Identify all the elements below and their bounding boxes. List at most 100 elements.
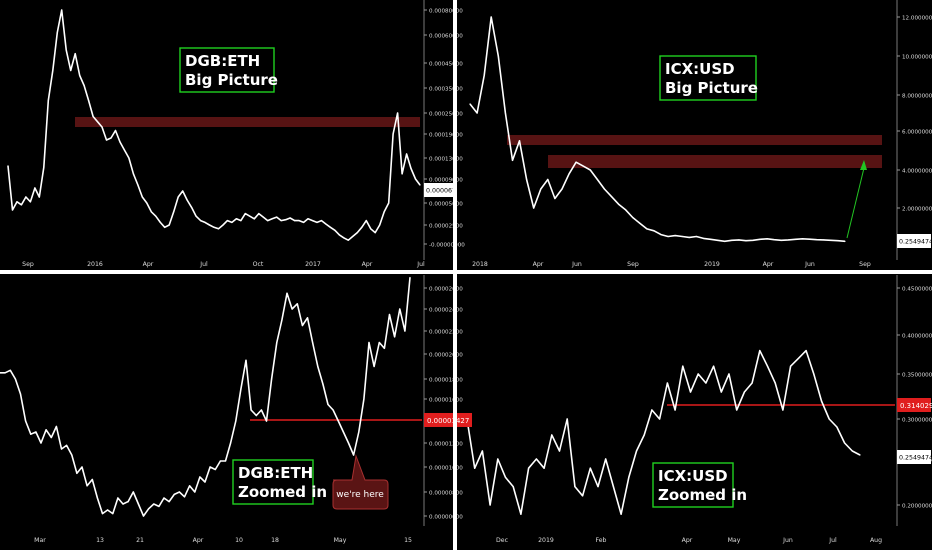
y-tick-label: 0.00001200 (429, 442, 463, 448)
data-point (66, 444, 68, 446)
data-point (289, 217, 291, 219)
data-point (271, 218, 273, 220)
x-tick-label: Sep (22, 261, 34, 268)
data-point (298, 220, 300, 222)
y-tick-label: 10.0000000 (902, 55, 932, 61)
data-point (483, 74, 485, 77)
x-tick-label: 2019 (538, 537, 554, 544)
annotation-callout (332, 454, 389, 510)
x-tick-label: Oct (253, 261, 264, 268)
current-price-tag (897, 234, 931, 248)
data-point (518, 140, 521, 142)
title-box (179, 47, 275, 93)
data-point (164, 226, 166, 228)
current-price-label: 0.2549474 (899, 455, 932, 462)
data-point (240, 220, 242, 222)
data-point (122, 503, 124, 505)
data-point (410, 167, 412, 170)
data-point (137, 503, 139, 505)
data-point (618, 203, 620, 205)
data-point (231, 221, 233, 223)
data-point (625, 209, 627, 211)
data-point (40, 442, 42, 444)
data-point (214, 468, 216, 471)
data-point (347, 239, 349, 241)
data-point (4, 372, 6, 374)
y-tick-label: 0.00002400 (429, 308, 463, 314)
data-point (635, 450, 638, 452)
price-line (466, 349, 861, 515)
axes-layer: 0.00080000 0.00060000 0.00045000 0.00035000… (22, 0, 932, 544)
x-tick-label: 2016 (87, 261, 103, 268)
data-point (632, 216, 634, 219)
y-tick-label: 0.00001600 (429, 398, 463, 404)
data-point (317, 365, 319, 368)
x-tick-label: 2018 (472, 261, 488, 268)
data-point (209, 466, 211, 468)
data-point (780, 239, 782, 241)
data-point (303, 221, 305, 223)
data-point (226, 220, 228, 222)
data-point (117, 497, 119, 499)
data-point (204, 221, 206, 223)
data-point (547, 178, 549, 181)
data-point (311, 220, 314, 222)
data-point (828, 418, 830, 420)
resistance-zone (507, 135, 882, 145)
y-tick-label: 0.00009000 (429, 178, 463, 184)
data-point (378, 341, 380, 344)
data-point (296, 303, 298, 305)
data-point (325, 223, 327, 225)
data-point (639, 222, 641, 224)
data-point (301, 324, 303, 327)
data-point (208, 224, 211, 226)
data-point (751, 382, 753, 384)
y-tick-label: 0.00000600 (429, 515, 463, 521)
data-point (11, 209, 14, 211)
data-point (16, 201, 18, 203)
data-point (182, 190, 184, 192)
title-line: ICX:USD (658, 467, 728, 485)
arrow-head-icon (860, 160, 867, 170)
title-box (659, 55, 757, 101)
data-point (9, 369, 11, 371)
data-point (568, 173, 570, 175)
data-point (88, 99, 90, 102)
y-tick-label: 0.00002200 (429, 330, 463, 336)
data-point (681, 235, 683, 238)
y-tick-label: 4.0000000 (902, 169, 932, 175)
y-tick-label: 0.00002600 (429, 287, 463, 293)
data-point (101, 126, 103, 128)
data-point (213, 226, 215, 228)
data-point (50, 436, 52, 439)
data-point (797, 357, 800, 359)
data-point (146, 202, 148, 204)
level-price-tag (424, 413, 472, 427)
data-point (262, 216, 264, 218)
vertical-divider (453, 0, 457, 550)
data-point (250, 409, 252, 411)
y-tick-label: 12.0000000 (902, 16, 932, 22)
data-point (55, 425, 58, 428)
data-point (605, 458, 607, 460)
data-point (294, 220, 296, 222)
data-point (543, 467, 545, 469)
x-tick-label: Sep (859, 261, 871, 268)
x-tick-label: 2017 (305, 261, 321, 268)
data-point (148, 508, 150, 510)
data-point (820, 400, 823, 402)
data-point (224, 460, 227, 462)
lines-layer (0, 9, 861, 517)
data-point (222, 224, 224, 226)
data-point (60, 448, 63, 450)
data-point (14, 378, 16, 380)
data-point (137, 184, 139, 186)
x-tick-label: Mar (34, 537, 46, 544)
data-point (805, 350, 807, 352)
data-point (526, 178, 528, 181)
data-point (25, 420, 27, 422)
data-point (97, 121, 99, 123)
data-point (76, 472, 78, 474)
data-point (47, 99, 49, 102)
